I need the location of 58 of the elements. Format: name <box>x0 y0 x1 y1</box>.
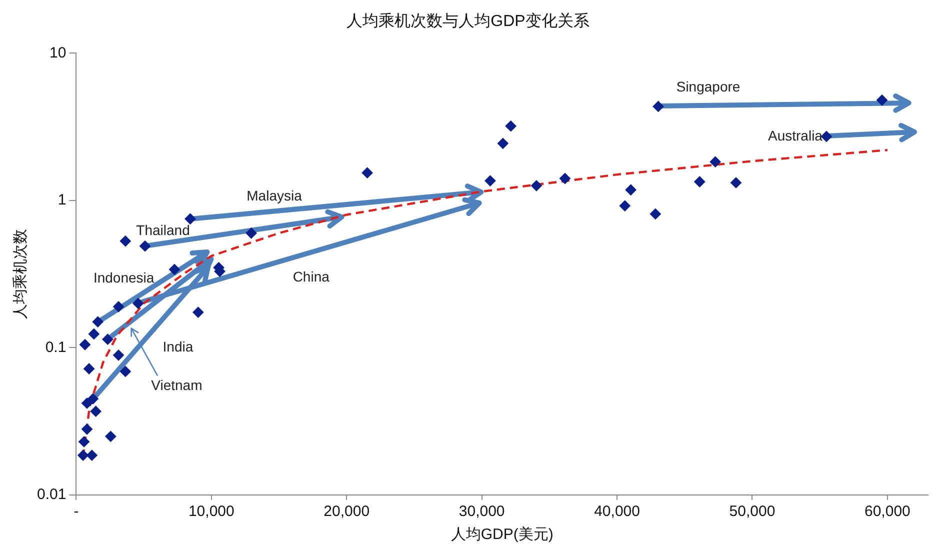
point <box>652 100 664 112</box>
point <box>484 175 496 186</box>
y-tick-label: 0.1 <box>45 338 66 356</box>
y-axis-title: 人均乘机次数 <box>12 229 30 320</box>
annotation: Thailand <box>136 222 190 238</box>
point <box>120 366 131 377</box>
y-tick-label: 1 <box>58 192 66 209</box>
point <box>79 339 90 350</box>
x-tick-label: 40,000 <box>594 503 640 520</box>
point <box>168 264 180 275</box>
point <box>113 350 124 361</box>
chart-title: 人均乘机次数与人均GDP变化关系 <box>346 12 590 30</box>
point <box>625 184 636 196</box>
point <box>105 430 116 442</box>
annotation: Vietnam <box>151 377 202 394</box>
point <box>82 424 93 435</box>
annotation: India <box>162 338 194 355</box>
point <box>619 200 630 212</box>
point <box>694 176 706 188</box>
point <box>120 236 131 247</box>
annotation: Australia <box>768 127 823 144</box>
point <box>730 177 742 188</box>
point <box>92 316 104 328</box>
point <box>505 120 516 132</box>
y-tick-label: 0.01 <box>36 486 66 504</box>
x-tick-label: 60,000 <box>864 503 910 520</box>
point <box>710 156 721 168</box>
point <box>497 138 508 149</box>
point <box>102 334 114 345</box>
annotation: Indonesia <box>93 270 154 286</box>
point <box>876 94 888 106</box>
annotation: China <box>292 268 330 284</box>
point <box>88 328 100 340</box>
point <box>192 306 204 318</box>
point <box>650 208 661 220</box>
point <box>362 167 373 178</box>
point <box>559 172 570 184</box>
x-tick-label: 30,000 <box>458 503 505 520</box>
point <box>113 301 124 312</box>
x-axis-title: 人均GDP(美元) <box>450 526 554 544</box>
x-tick-label: 10,000 <box>188 503 234 520</box>
annotation: Singapore <box>676 78 740 94</box>
point <box>140 240 151 252</box>
x-tick-label: - <box>74 503 79 520</box>
x-tick-label: 20,000 <box>324 503 370 520</box>
point <box>86 450 98 461</box>
point <box>84 363 95 374</box>
point <box>132 298 144 309</box>
point <box>78 436 90 448</box>
point <box>530 180 542 192</box>
point <box>90 406 102 417</box>
point <box>246 228 257 239</box>
annotation: Malaysia <box>246 188 302 204</box>
point <box>184 213 196 224</box>
point <box>78 450 89 461</box>
x-tick-label: 50,000 <box>729 503 776 520</box>
point <box>82 398 93 409</box>
y-tick-label: 10 <box>50 44 66 62</box>
